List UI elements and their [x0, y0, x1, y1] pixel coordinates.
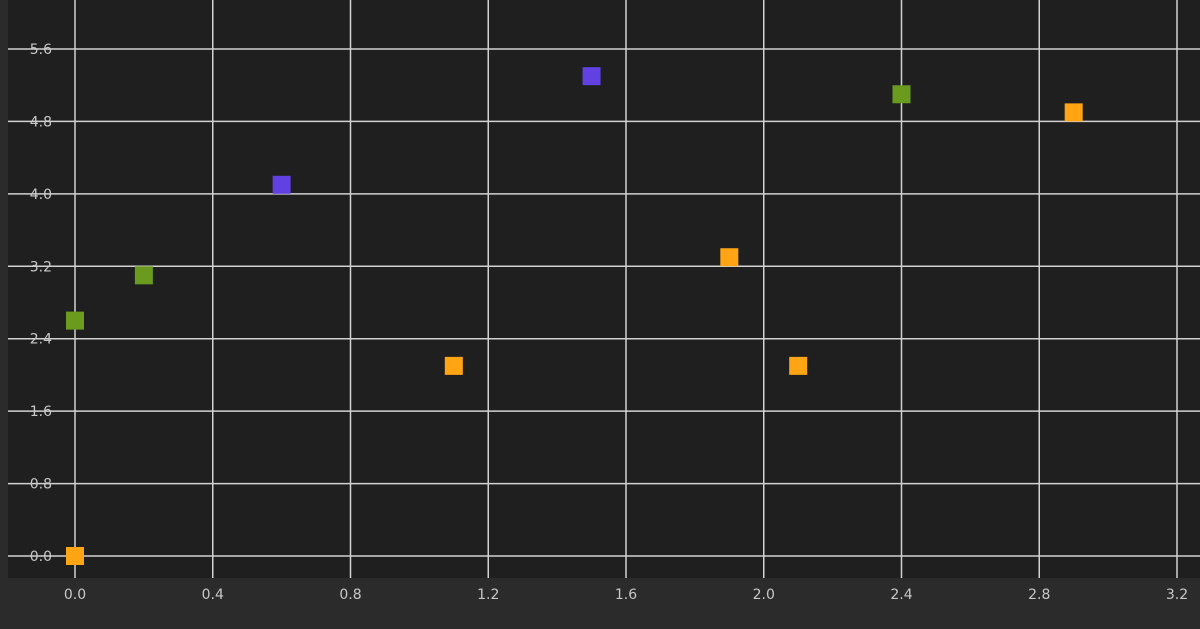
x-tick-label: 3.2 — [1166, 587, 1188, 603]
data-point-series-1 — [720, 248, 739, 267]
data-point-series-1 — [1064, 103, 1083, 122]
data-point-series-3 — [582, 67, 601, 86]
x-tick-label: 0.8 — [339, 587, 361, 603]
x-axis-tick-labels: 0.0 0.4 0.8 1.2 1.6 2.0 2.4 2.8 3.2 — [64, 587, 1188, 603]
y-tick-label: 1.6 — [30, 404, 52, 420]
y-tick-label: 4.8 — [30, 114, 52, 130]
x-tick-label: 2.0 — [753, 587, 775, 603]
y-tick-label: 2.4 — [30, 332, 52, 348]
data-point-series-3 — [272, 175, 291, 194]
data-point-series-2 — [134, 266, 153, 285]
plot-area — [8, 0, 1200, 578]
y-tick-label: 0.0 — [30, 549, 52, 565]
data-point-series-2 — [892, 85, 911, 104]
x-tick-label: 0.4 — [202, 587, 224, 603]
y-tick-label: 4.0 — [30, 187, 52, 203]
x-tick-label: 2.8 — [1028, 587, 1050, 603]
y-tick-label: 3.2 — [30, 259, 52, 275]
data-point-series-1 — [789, 356, 808, 375]
x-tick-label: 1.2 — [477, 587, 499, 603]
data-point-series-1 — [444, 356, 463, 375]
data-points — [66, 67, 1083, 565]
x-tick-label: 1.6 — [615, 587, 637, 603]
y-tick-label: 5.6 — [30, 42, 52, 58]
grid-lines — [8, 0, 1200, 578]
data-point-series-1 — [66, 547, 84, 565]
y-axis-tick-labels: 0.0 0.8 1.6 2.4 3.2 4.0 4.8 5.6 — [30, 42, 52, 565]
y-tick-label: 0.8 — [30, 477, 52, 493]
x-tick-label: 0.0 — [64, 587, 86, 603]
data-point-series-2 — [66, 311, 84, 330]
x-tick-label: 2.4 — [890, 587, 912, 603]
